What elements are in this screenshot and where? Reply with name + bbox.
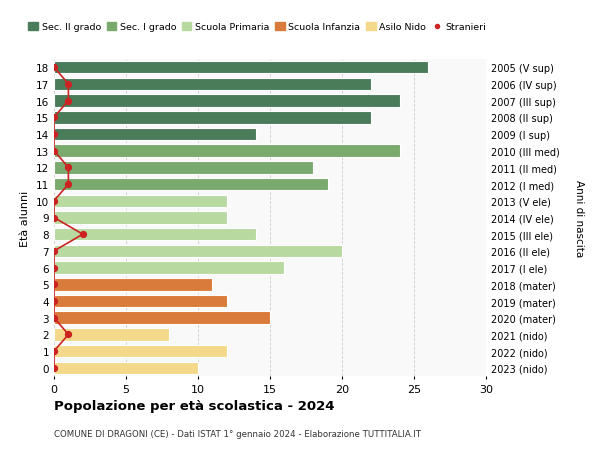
Bar: [54, 162, 313, 174]
Point: [78, 231, 88, 238]
Y-axis label: Età alunni: Età alunni: [20, 190, 31, 246]
Point: [49, 248, 59, 255]
Bar: [54, 78, 371, 91]
Point: [49, 214, 59, 222]
Point: [64, 181, 73, 188]
Point: [64, 331, 73, 338]
Text: COMUNE DI DRAGONI (CE) - Dati ISTAT 1° gennaio 2024 - Elaborazione TUTTITALIA.IT: COMUNE DI DRAGONI (CE) - Dati ISTAT 1° g…: [54, 429, 421, 438]
Point: [49, 298, 59, 305]
Bar: [54, 312, 270, 325]
Point: [49, 264, 59, 272]
Point: [49, 148, 59, 155]
Bar: [54, 145, 400, 157]
Bar: [54, 95, 400, 107]
Bar: [54, 212, 227, 224]
Point: [64, 98, 73, 105]
Bar: [54, 279, 212, 291]
Bar: [54, 129, 256, 141]
Point: [49, 348, 59, 355]
Point: [49, 64, 59, 72]
Point: [49, 114, 59, 122]
Bar: [54, 195, 227, 207]
Y-axis label: Anni di nascita: Anni di nascita: [574, 179, 584, 257]
Legend: Sec. II grado, Sec. I grado, Scuola Primaria, Scuola Infanzia, Asilo Nido, Stran: Sec. II grado, Sec. I grado, Scuola Prim…: [28, 23, 486, 33]
Bar: [54, 362, 198, 374]
Point: [49, 314, 59, 322]
Point: [64, 164, 73, 172]
Bar: [54, 329, 169, 341]
Point: [49, 281, 59, 288]
Bar: [54, 179, 328, 191]
Bar: [54, 62, 428, 74]
Bar: [54, 112, 371, 124]
Bar: [54, 345, 227, 358]
Point: [49, 131, 59, 138]
Point: [49, 364, 59, 372]
Bar: [54, 245, 342, 257]
Point: [49, 198, 59, 205]
Bar: [54, 295, 227, 308]
Text: Popolazione per età scolastica - 2024: Popolazione per età scolastica - 2024: [54, 399, 335, 412]
Bar: [54, 229, 256, 241]
Point: [64, 81, 73, 88]
Bar: [54, 262, 284, 274]
